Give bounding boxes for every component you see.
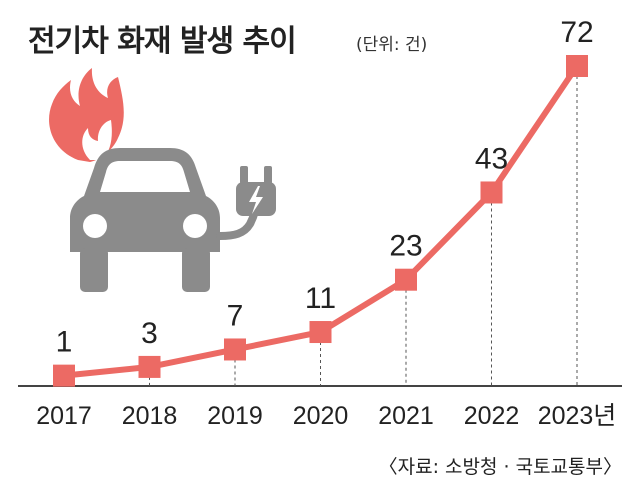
x-tick-label: 2019 xyxy=(207,402,263,430)
flame-icon xyxy=(49,68,124,162)
x-tick-label: 2023년 xyxy=(538,402,617,430)
data-label: 11 xyxy=(305,282,336,315)
x-tick-label: 2017 xyxy=(36,402,92,430)
electric-car-icon xyxy=(70,148,220,292)
data-point xyxy=(53,364,75,387)
data-label: 1 xyxy=(56,326,73,359)
plug-icon xyxy=(216,166,276,240)
data-point xyxy=(224,338,246,361)
data-point xyxy=(566,55,588,77)
data-label: 72 xyxy=(560,16,593,49)
x-tick-label: 2018 xyxy=(122,402,178,430)
data-point xyxy=(395,268,417,291)
data-point xyxy=(480,181,503,204)
unit-label: (단위: 건) xyxy=(356,35,428,55)
data-point xyxy=(138,355,161,378)
chart-title: 전기차 화재 발생 추이 xyxy=(28,24,297,59)
x-tick-label: 2021 xyxy=(378,402,434,430)
data-point xyxy=(309,321,332,344)
data-label: 23 xyxy=(389,230,422,263)
source-note: 〈자료: 소방청 · 국토교통부〉 xyxy=(378,456,622,478)
data-label: 7 xyxy=(227,299,244,332)
x-tick-label: 2020 xyxy=(293,402,349,430)
data-label: 43 xyxy=(475,142,508,175)
x-tick-label: 2022 xyxy=(464,402,520,430)
data-label: 3 xyxy=(141,317,158,350)
